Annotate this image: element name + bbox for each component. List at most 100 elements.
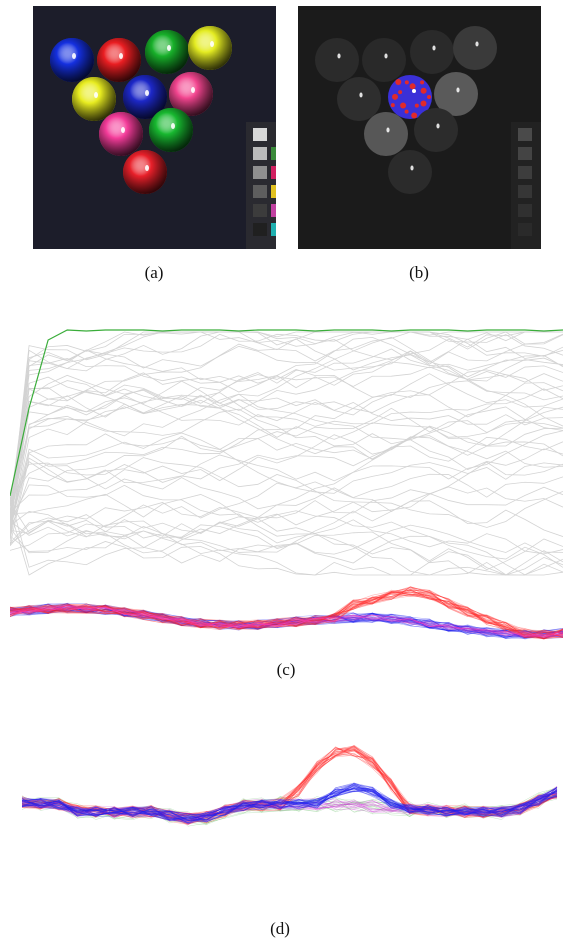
spectral-curve — [10, 592, 563, 634]
ball-shading — [145, 30, 189, 74]
normalized-curve — [21, 789, 558, 817]
ball-highlight — [436, 123, 440, 129]
ball-spot — [404, 80, 409, 85]
spectral-curve — [10, 591, 563, 639]
chart-swatch — [518, 166, 532, 179]
normalized-curve — [21, 793, 558, 825]
ball-highlight — [456, 87, 460, 93]
spectral-curve — [10, 369, 563, 507]
spectral-curve — [10, 592, 563, 639]
normalized-curve — [21, 787, 558, 817]
spectral-curve — [10, 605, 563, 636]
chart-swatch — [253, 166, 267, 179]
normalized-curve — [21, 782, 558, 822]
ball-highlight — [384, 53, 388, 59]
normalized-curve — [21, 783, 558, 819]
normalized-curve — [21, 789, 558, 823]
spectral-curve — [10, 605, 563, 639]
spectral-curve — [10, 331, 563, 522]
normalized-curve — [21, 787, 558, 823]
spectral-curve — [10, 608, 563, 637]
normalized-curve — [21, 785, 558, 826]
spectral-curve — [10, 588, 563, 636]
spectral-curve — [10, 604, 563, 638]
spectral-curve — [10, 461, 563, 535]
chart-swatch — [253, 204, 267, 217]
normalized-curve — [21, 749, 558, 818]
normalized-curve — [21, 744, 558, 825]
spectral-curve — [10, 603, 563, 638]
spectral-curve — [10, 452, 563, 540]
ball-highlight — [94, 92, 98, 98]
spectral-curve — [10, 589, 563, 637]
spectral-curve — [10, 486, 563, 553]
normalized-curve — [21, 747, 558, 824]
ball-highlight — [171, 123, 175, 129]
spectral-curve — [10, 496, 563, 576]
spectral-curve — [10, 374, 563, 542]
spectral-curve — [10, 486, 563, 544]
spectral-curve — [10, 591, 563, 640]
spectral-plot-c — [10, 329, 563, 640]
ball — [337, 77, 381, 121]
spectral-curve — [10, 603, 563, 639]
normalized-curve — [21, 749, 558, 819]
normalized-curve — [21, 746, 558, 818]
caption-b: (b) — [409, 263, 429, 282]
spectral-curve — [10, 590, 563, 640]
normalized-curve — [21, 787, 558, 822]
normalized-curve — [21, 792, 558, 822]
spectral-curve — [10, 427, 563, 502]
normalized-curve — [21, 747, 558, 819]
normalized-curve — [21, 792, 558, 821]
normalized-curve — [21, 788, 558, 820]
normalized-curve — [21, 798, 558, 818]
spectral-curve — [10, 380, 563, 536]
ball-highlight — [145, 90, 149, 96]
spectral-curve — [10, 607, 563, 639]
spectral-curve — [10, 602, 563, 638]
spectral-curve — [10, 607, 563, 638]
chart-swatch — [271, 147, 276, 160]
spectral-curve — [10, 331, 563, 525]
normalized-curve — [21, 788, 558, 823]
normalized-curve — [21, 747, 558, 825]
normalized-curve — [21, 787, 558, 823]
spectral-curve — [10, 520, 563, 571]
photo-panel-a — [33, 6, 276, 249]
spectral-curve — [10, 393, 563, 535]
normalized-curve — [21, 787, 558, 825]
spectral-curve — [10, 369, 563, 525]
ball-highlight — [167, 45, 171, 51]
spectral-curve — [10, 604, 563, 637]
normalized-curve — [21, 787, 558, 822]
normalized-curve — [21, 749, 558, 821]
spectral-curve — [10, 607, 563, 637]
normalized-curve — [21, 748, 558, 818]
spectral-curve — [10, 604, 563, 639]
normalized-curve — [21, 792, 558, 823]
highlighted-ball — [388, 75, 432, 119]
spectral-curve — [10, 593, 563, 639]
chart-swatch — [518, 204, 532, 217]
normalized-curve — [21, 784, 558, 819]
spectral-curve — [10, 606, 563, 637]
spectral-curve — [10, 586, 563, 637]
normalized-curve — [21, 753, 558, 823]
normalized-curve — [21, 782, 558, 821]
spectral-curve — [10, 589, 563, 637]
spectral-curve — [10, 592, 563, 640]
spectral-curve — [10, 334, 563, 528]
normalized-curve — [21, 788, 558, 821]
normalized-curve — [21, 796, 558, 827]
spectral-curve — [10, 606, 563, 639]
spectral-curve — [10, 388, 563, 522]
spectral-curve — [10, 426, 563, 513]
spectral-curve — [10, 604, 563, 639]
spectral-curve — [10, 605, 563, 638]
normalized-curve — [21, 783, 558, 821]
ball-highlight — [121, 127, 125, 133]
spectral-curve — [10, 481, 563, 551]
spectral-curve — [10, 586, 563, 638]
spectral-curve — [10, 390, 563, 500]
